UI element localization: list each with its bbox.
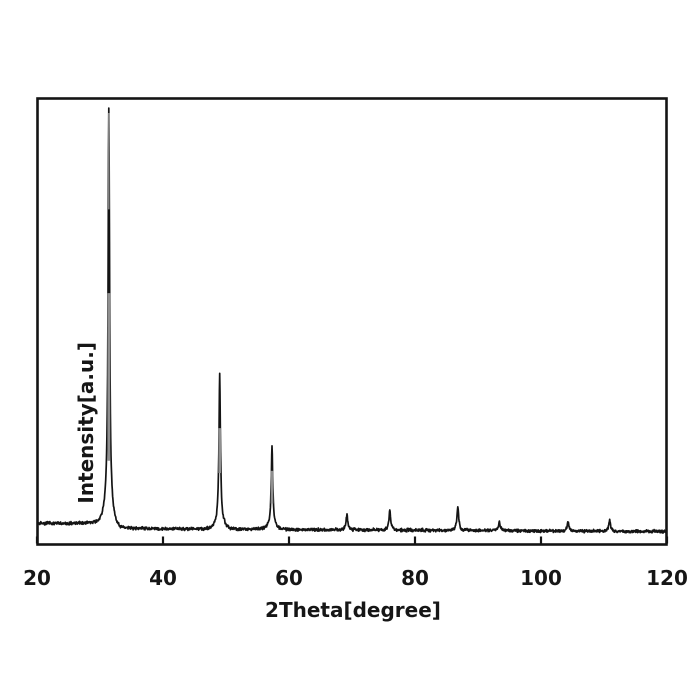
y-axis-label: Intensity[a.u.] [73, 342, 98, 504]
x-tick-label-40: 40 [149, 566, 177, 590]
x-tick-label-60: 60 [275, 566, 303, 590]
x-tick-label-80: 80 [401, 566, 429, 590]
plot-border [36, 97, 668, 546]
x-tick-label-100: 100 [520, 566, 562, 590]
x-tick-label-20: 20 [23, 566, 51, 590]
xrd-trace [38, 107, 666, 534]
x-tick-label-120: 120 [646, 566, 688, 590]
x-axis-label: 2Theta[degree] [265, 598, 441, 622]
